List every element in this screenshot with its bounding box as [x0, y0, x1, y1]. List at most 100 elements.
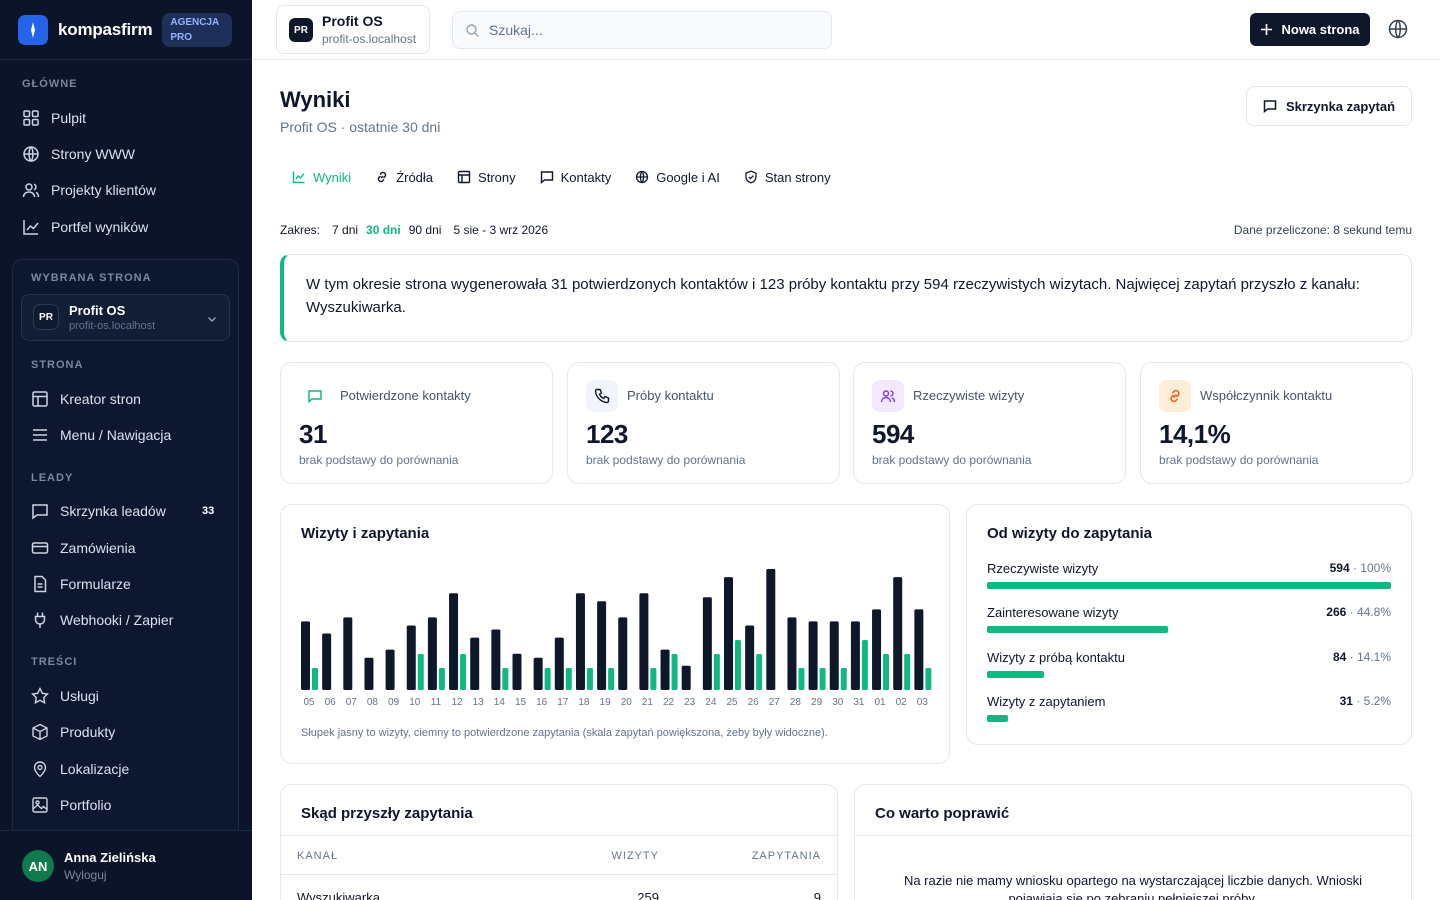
phone-icon — [586, 380, 618, 412]
tab-kontakty[interactable]: Kontakty — [528, 166, 624, 188]
chevron-down-icon — [208, 317, 216, 322]
x-tick-label: 08 — [367, 697, 379, 708]
x-tick-label: 16 — [536, 697, 548, 708]
tab-label: Wyniki — [313, 169, 352, 185]
table-icon — [457, 170, 471, 184]
inquiry-bar — [840, 668, 847, 690]
site-switcher[interactable]: PR Profit OS profit-os.localhost — [276, 5, 430, 54]
logout-link[interactable]: Wyloguj — [64, 868, 107, 882]
chart-line-icon — [292, 171, 305, 184]
section-label-page: STRONA — [31, 359, 84, 371]
kpi-label: Potwierdzone kontakty — [340, 388, 471, 403]
visit-bar — [449, 593, 459, 690]
range-30-days[interactable]: 30 dni — [366, 223, 401, 237]
kpi-note: brak podstawy do porównania — [872, 453, 1032, 467]
visit-bar — [850, 621, 860, 690]
sidebar-item-label: Portfel wyników — [51, 219, 149, 235]
range-dates[interactable]: 5 sie - 3 wrz 2026 — [453, 223, 549, 237]
funnel-bar — [987, 626, 1168, 633]
funnel-card: Od wizyty do zapytania Rzeczywiste wizyt… — [966, 504, 1412, 745]
tabs: Wyniki Źródła Strony Kontakty Google i A… — [280, 166, 843, 188]
sidebar-item-projekty[interactable]: Projekty klientów — [22, 179, 156, 201]
users-icon — [22, 183, 40, 198]
layout-icon — [32, 391, 48, 407]
search-input[interactable] — [489, 12, 819, 48]
visit-bar — [575, 593, 585, 690]
site-selector[interactable]: PR Profit OS profit-os.localhost — [21, 294, 230, 341]
sidebar-item-label: Strony WWW — [51, 146, 135, 162]
chart-title: Wizyty i zapytania — [301, 525, 430, 542]
inquiry-bar — [671, 654, 678, 690]
range-7-days[interactable]: 7 dni — [332, 223, 359, 237]
inquiry-bar — [460, 654, 467, 690]
tab-label: Źródła — [396, 169, 434, 185]
plug-icon — [34, 612, 46, 628]
kpi-value: 31 — [299, 419, 327, 449]
tab-zrodla[interactable]: Źródła — [363, 166, 445, 188]
brand[interactable]: kompasfirm AGENCJA PRO — [18, 13, 233, 47]
funnel-label: Zainteresowane wizyty — [987, 605, 1119, 620]
sidebar-item-uslugi[interactable]: Usługi — [31, 685, 99, 707]
kpi-card-confirmed: Potwierdzone kontakty 31 brak podstawy d… — [280, 362, 553, 484]
x-tick-label: 11 — [431, 697, 442, 708]
sidebar-item-strony-www[interactable]: Strony WWW — [22, 143, 135, 165]
message-icon — [540, 171, 553, 184]
x-tick-label: 21 — [642, 697, 654, 708]
sidebar-item-label: Zamówienia — [60, 540, 136, 556]
sidebar-item-zamowienia[interactable]: Zamówienia — [31, 537, 135, 559]
star-icon — [31, 687, 49, 705]
cell-channel: Wyszukiwarka — [297, 890, 380, 900]
sidebar-item-webhooki[interactable]: Webhooki / Zapier — [31, 609, 173, 631]
x-tick-label: 17 — [557, 697, 569, 708]
sources-card: Skąd przyszły zapytania KANAŁ WIZYTY ZAP… — [280, 784, 838, 900]
sidebar-item-produkty[interactable]: Produkty — [31, 721, 115, 743]
sidebar-item-lokalizacje[interactable]: Lokalizacje — [31, 758, 129, 780]
table-row[interactable]: Wyszukiwarka 259 9 — [281, 875, 837, 900]
message-icon — [299, 380, 331, 412]
visit-bar — [702, 597, 712, 690]
sidebar-item-skrzynka[interactable]: Skrzynka leadów — [31, 500, 166, 522]
x-tick-label: 26 — [748, 697, 760, 708]
topbar: PR Profit OS profit-os.localhost Nowa st… — [252, 0, 1440, 60]
summary-callout: W tym okresie strona wygenerowała 31 pot… — [280, 254, 1412, 342]
x-tick-label: 01 — [874, 697, 886, 708]
visits-chart-card: Wizyty i zapytania 05 06 07 08 09 10 11 12 13 14 1… — [280, 504, 950, 764]
sidebar-item-kreator[interactable]: Kreator stron — [31, 388, 141, 410]
language-button[interactable] — [1387, 18, 1409, 40]
user-name: Anna Zielińska — [64, 850, 156, 865]
inbox-button[interactable]: Skrzynka zapytań — [1246, 86, 1412, 126]
tab-google[interactable]: Google i AI — [623, 166, 732, 188]
sidebar: kompasfirm AGENCJA PRO GŁÓWNE Pulpit Str… — [0, 0, 252, 900]
sidebar-item-pulpit[interactable]: Pulpit — [22, 107, 86, 129]
cell-visits: 259 — [637, 890, 659, 900]
chart-caption: Słupek jasny to wizyty, ciemny to potwie… — [301, 727, 828, 739]
sidebar-item-label: Lokalizacje — [60, 761, 130, 777]
table-header: KANAŁ WIZYTY ZAPYTANIA — [281, 835, 837, 875]
new-page-button[interactable]: Nowa strona — [1250, 13, 1370, 46]
sidebar-item-label: Usługi — [60, 688, 99, 704]
sidebar-item-menu[interactable]: Menu / Nawigacja — [31, 424, 171, 446]
grid-icon — [23, 110, 39, 126]
sidebar-item-label: Produkty — [60, 724, 116, 740]
inquiry-bar — [713, 654, 720, 690]
range-90-days[interactable]: 90 dni — [408, 223, 442, 237]
tab-strony[interactable]: Strony — [445, 166, 528, 188]
compass-logo-icon — [18, 15, 48, 45]
funnel-bar — [987, 715, 1008, 722]
inquiry-bar — [904, 654, 911, 690]
tab-stan[interactable]: Stan strony — [732, 166, 843, 188]
visit-bar — [512, 653, 522, 690]
sidebar-item-portfolio[interactable]: Portfolio — [31, 794, 111, 816]
visit-bar — [787, 617, 797, 690]
tab-wyniki[interactable]: Wyniki — [280, 166, 363, 188]
kpi-value: 594 — [872, 419, 914, 449]
sidebar-item-formularze[interactable]: Formularze — [31, 573, 131, 595]
improve-title: Co warto poprawić — [875, 805, 1010, 822]
sidebar-item-portfel[interactable]: Portfel wyników — [22, 216, 148, 238]
funnel-value: 266 · 44.8% — [1326, 605, 1391, 619]
inquiry-bar — [438, 668, 445, 690]
x-tick-label: 12 — [451, 697, 463, 708]
avatar[interactable]: AN — [22, 850, 54, 882]
visit-bar — [533, 657, 543, 690]
inquiry-bar — [544, 668, 551, 690]
